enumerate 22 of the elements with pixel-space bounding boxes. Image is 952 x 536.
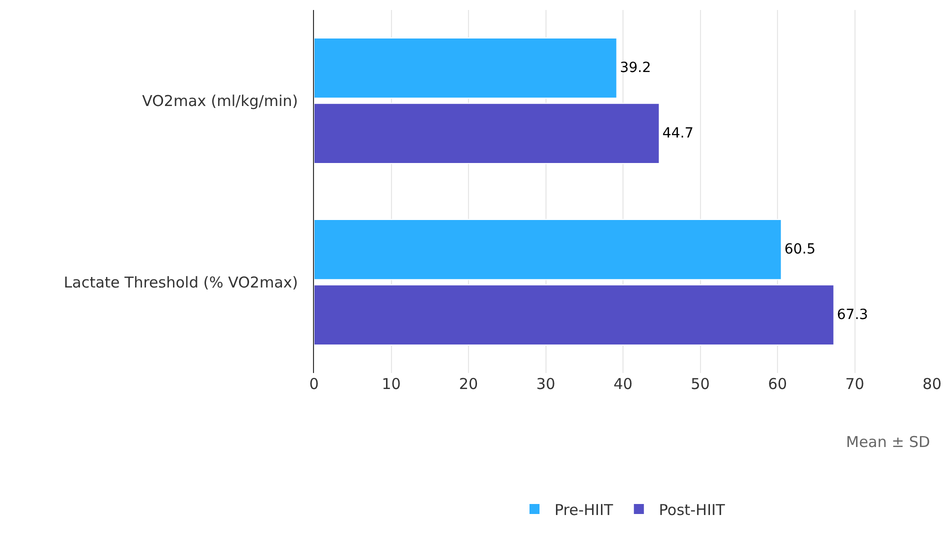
x-tick-label: 60 <box>768 375 788 393</box>
bar <box>314 102 660 164</box>
y-tick-label: Lactate Threshold (% VO2max) <box>64 274 298 292</box>
data-label: 44.7 <box>662 125 694 142</box>
data-label: 39.2 <box>620 60 651 76</box>
data-label: 60.5 <box>784 242 816 258</box>
x-tick-label: 30 <box>536 375 556 393</box>
x-tick-label: 70 <box>845 375 864 393</box>
bar <box>314 38 618 99</box>
y-tick-label: VO2max (ml/kg/min) <box>142 92 298 110</box>
x-tick-label: 80 <box>922 375 942 393</box>
x-axis-title: Mean ± SD <box>846 433 930 451</box>
bar <box>314 284 834 346</box>
x-tick-label: 0 <box>309 375 319 393</box>
x-tick-label: 40 <box>613 375 633 393</box>
x-tick-label: 50 <box>690 375 710 393</box>
x-tick-label: 20 <box>458 375 478 393</box>
legend-label: Pre-HIIT <box>554 500 614 519</box>
legend-label: Post-HIIT <box>658 500 726 519</box>
x-tick-label: 10 <box>382 375 401 393</box>
data-label: 67.3 <box>836 306 868 323</box>
bar <box>314 219 782 280</box>
